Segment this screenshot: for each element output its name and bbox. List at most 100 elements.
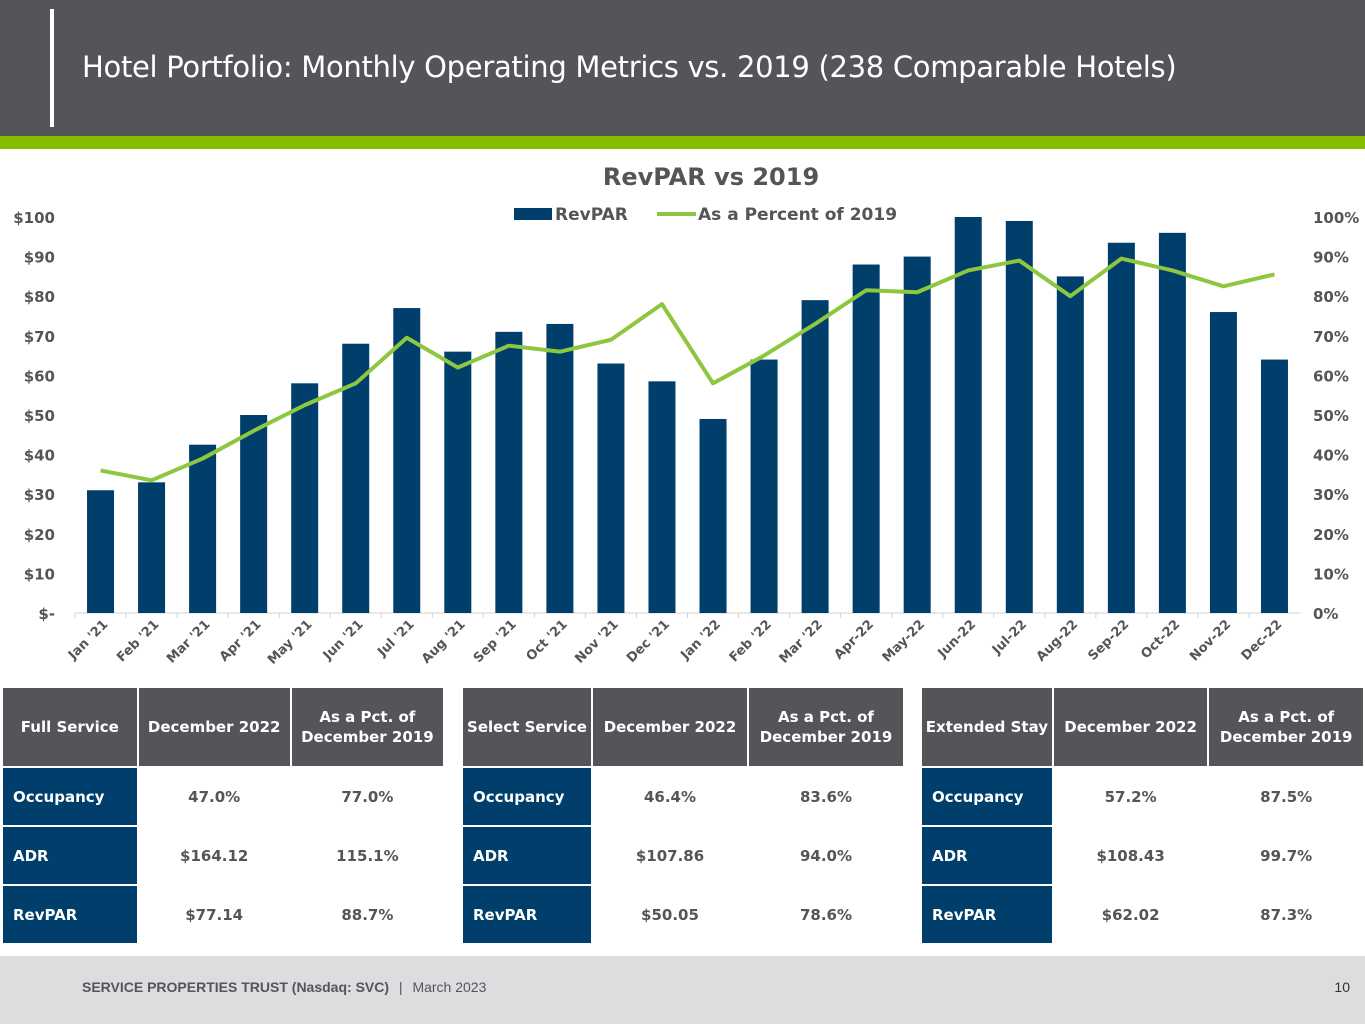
x-tick-label: May-22 (880, 617, 928, 665)
cell-value: $107.86 (593, 827, 747, 884)
header-accent-bar (50, 9, 54, 127)
cell-value: $62.02 (1053, 886, 1208, 943)
revpar-bar (291, 383, 319, 613)
table-select-service: Select Service December 2022 As a Pct. o… (461, 686, 905, 945)
table-row: RevPAR $50.05 78.6% (463, 886, 903, 943)
y2-tick-label: 80% (1313, 288, 1349, 306)
x-tick-label: Sep-22 (1086, 617, 1133, 664)
y-tick-label: $- (38, 605, 55, 623)
row-label: Occupancy (922, 768, 1052, 825)
row-label: ADR (3, 827, 137, 884)
revpar-bar (1056, 276, 1084, 613)
cell-value: 99.7% (1209, 827, 1363, 884)
y2-tick-label: 60% (1313, 367, 1349, 385)
revpar-bar (138, 482, 166, 613)
revpar-bar (699, 418, 727, 613)
y2-tick-label: 20% (1313, 526, 1349, 544)
x-axis-labels: Jan '21 Feb '21 Mar '21 Apr '21 May '21 Jun '… (65, 617, 1285, 667)
y2-tick-label: 0% (1313, 605, 1338, 623)
page-title: Hotel Portfolio: Monthly Operating Metri… (82, 50, 1177, 84)
x-tick-label: Jun '21 (320, 617, 367, 664)
revpar-bar (852, 264, 880, 613)
col-header-december-2022: December 2022 (138, 688, 290, 766)
y-axis-right: 0% 10% 20% 30% 40% 50% 60% 70% 80% 90% 100% (1313, 209, 1359, 623)
x-tick-label: Feb '21 (114, 617, 162, 665)
y-tick-label: $30 (24, 486, 55, 504)
revpar-bars (74, 217, 1288, 618)
col-header-december-2022: December 2022 (1053, 688, 1208, 766)
percent-of-2019-line (100, 256, 1275, 483)
table-row: Occupancy 46.4% 83.6% (463, 768, 903, 825)
y2-tick-label: 100% (1313, 209, 1359, 227)
revpar-bar (903, 256, 931, 613)
x-tick-label: Dec-22 (1239, 617, 1286, 664)
cell-value: 94.0% (749, 827, 903, 884)
legend-swatch-revpar (514, 208, 552, 220)
segment-header: Extended Stay (922, 688, 1052, 766)
cell-value: 88.7% (291, 886, 443, 943)
segment-header: Select Service (463, 688, 591, 766)
legend-label-revpar: RevPAR (555, 205, 628, 225)
green-divider (0, 136, 1365, 149)
revpar-bar (444, 351, 472, 613)
x-tick-label: Aug '21 (419, 617, 469, 667)
revpar-bar (801, 300, 829, 613)
row-label: Occupancy (3, 768, 137, 825)
x-tick-label: May '21 (265, 617, 315, 667)
x-tick-label: Apr '21 (217, 617, 265, 665)
revpar-bar (1005, 220, 1033, 613)
x-tick-label: Jan '22 (678, 617, 724, 663)
x-tick-label: Aug-22 (1034, 617, 1081, 664)
y2-tick-label: 30% (1313, 486, 1349, 504)
table-row: ADR $108.43 99.7% (922, 827, 1363, 884)
x-tick-label: Dec '21 (624, 617, 673, 666)
cell-value: 78.6% (749, 886, 903, 943)
cell-value: 115.1% (291, 827, 443, 884)
revpar-bar (750, 359, 778, 613)
cell-value: $50.05 (593, 886, 747, 943)
x-tick-label: Sep '21 (471, 617, 520, 666)
revpar-bar (495, 331, 523, 613)
x-tick-label: Feb '22 (727, 617, 775, 665)
x-tick-label: Apr-22 (832, 617, 877, 662)
table-row: Occupancy 47.0% 77.0% (3, 768, 443, 825)
revpar-bar (1107, 242, 1135, 613)
revpar-bar (1260, 359, 1288, 613)
y2-tick-label: 40% (1313, 447, 1349, 465)
y-tick-label: $90 (24, 249, 55, 267)
cell-value: 47.0% (138, 768, 290, 825)
y2-tick-label: 50% (1313, 407, 1349, 425)
chart-legend: RevPAR As a Percent of 2019 (514, 205, 897, 225)
table-row: RevPAR $62.02 87.3% (922, 886, 1363, 943)
revpar-bar (1158, 232, 1186, 613)
y-tick-label: $50 (24, 407, 55, 425)
revpar-bar (546, 323, 574, 613)
col-header-pct-2019: As a Pct. of December 2019 (749, 688, 903, 766)
cell-value: 87.3% (1209, 886, 1363, 943)
revpar-bar (1209, 312, 1237, 613)
cell-value: 46.4% (593, 768, 747, 825)
revpar-bar (240, 415, 268, 613)
x-tick-label: Jun-22 (935, 617, 979, 661)
x-tick-label: Jan '21 (65, 617, 111, 663)
x-tick-label: Oct-22 (1138, 617, 1183, 662)
company-name: SERVICE PROPERTIES TRUST (Nasdaq: SVC) (82, 979, 390, 995)
x-tick-label: Jul-22 (989, 617, 1030, 658)
x-tick-label: Nov-22 (1187, 617, 1234, 664)
row-label: Occupancy (463, 768, 591, 825)
y-tick-label: $100 (13, 209, 55, 227)
revpar-bar (954, 217, 982, 613)
cell-value: $164.12 (138, 827, 290, 884)
y-axis-left: $- $10 $20 $30 $40 $50 $60 $70 $80 $90 $100 (13, 209, 55, 623)
row-label: RevPAR (463, 886, 591, 943)
footer: SERVICE PROPERTIES TRUST (Nasdaq: SVC) |… (0, 956, 1365, 1024)
chart-title: RevPAR vs 2019 (603, 163, 819, 191)
cell-value: $77.14 (138, 886, 290, 943)
y2-tick-label: 90% (1313, 249, 1349, 267)
y2-tick-label: 70% (1313, 328, 1349, 346)
x-tick-label: Mar '21 (164, 617, 213, 666)
row-label: ADR (922, 827, 1052, 884)
table-row: RevPAR $77.14 88.7% (3, 886, 443, 943)
table-row: Occupancy 57.2% 87.5% (922, 768, 1363, 825)
table-extended-stay: Extended Stay December 2022 As a Pct. of… (920, 686, 1365, 945)
